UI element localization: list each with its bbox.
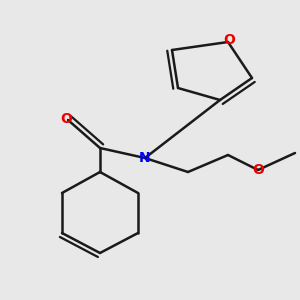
Text: O: O bbox=[61, 112, 72, 126]
Text: N: N bbox=[139, 151, 151, 165]
Text: O: O bbox=[224, 34, 236, 47]
Text: O: O bbox=[252, 163, 264, 177]
